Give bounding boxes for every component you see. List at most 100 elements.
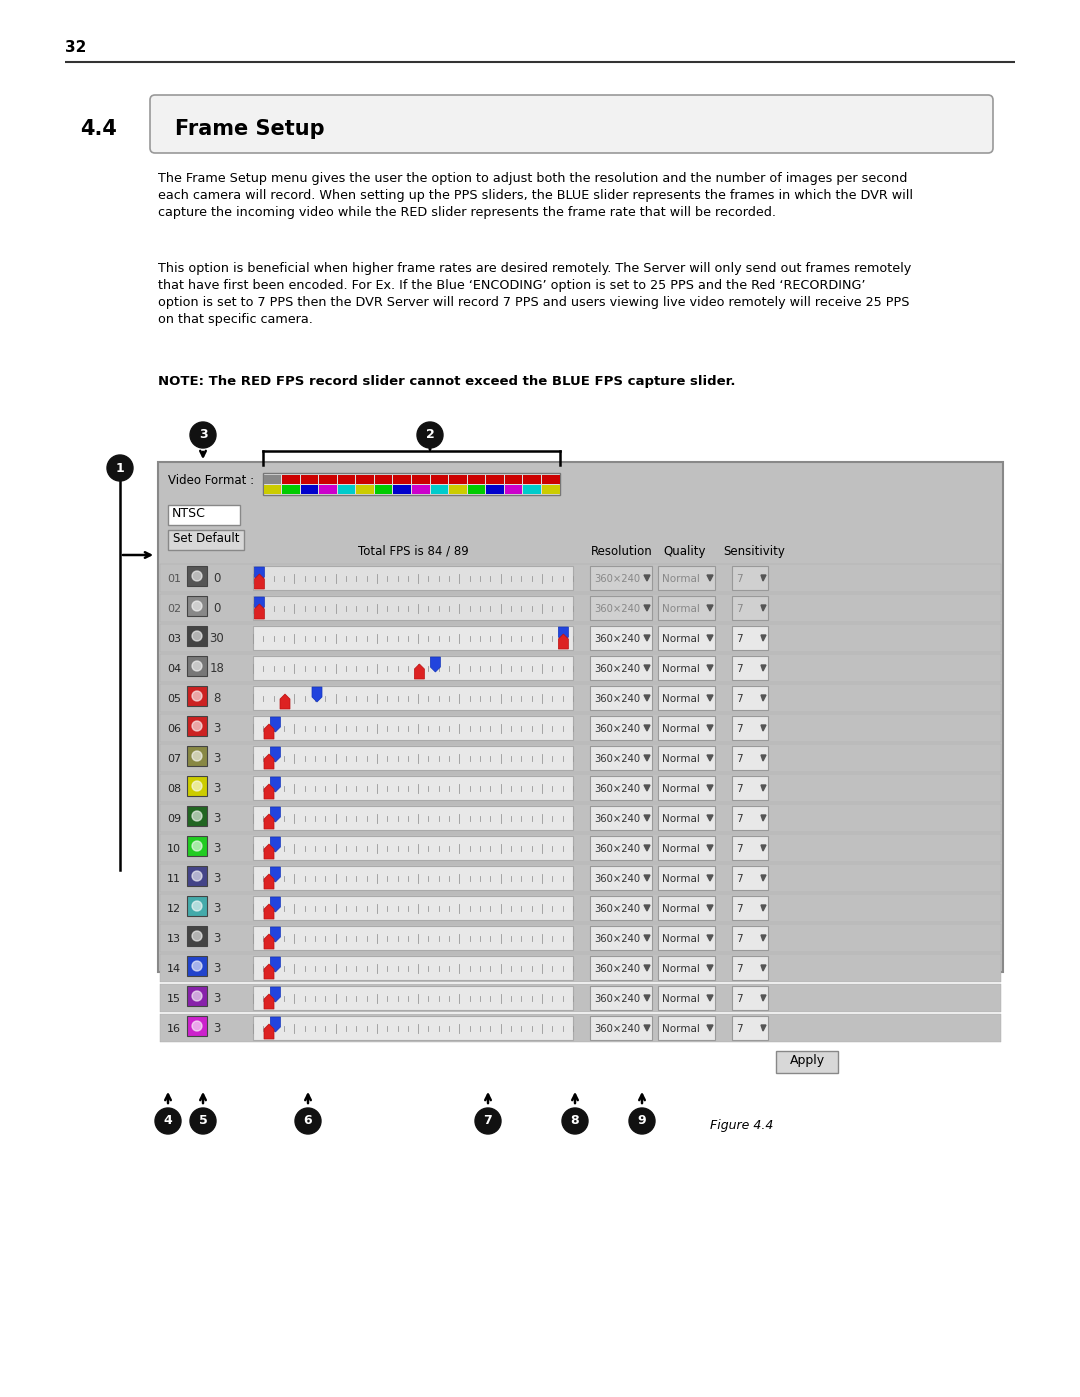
Text: Normal: Normal bbox=[662, 875, 700, 884]
FancyBboxPatch shape bbox=[590, 566, 652, 590]
Text: Sensitivity: Sensitivity bbox=[724, 545, 785, 557]
Text: 360×240: 360×240 bbox=[594, 904, 640, 914]
Text: 360×240: 360×240 bbox=[594, 664, 640, 673]
Circle shape bbox=[190, 1108, 216, 1134]
Text: 3: 3 bbox=[214, 813, 220, 826]
Polygon shape bbox=[264, 814, 274, 828]
Text: Normal: Normal bbox=[662, 904, 700, 914]
FancyBboxPatch shape bbox=[411, 485, 430, 495]
Polygon shape bbox=[761, 965, 766, 971]
FancyBboxPatch shape bbox=[542, 475, 559, 483]
Circle shape bbox=[562, 1108, 588, 1134]
FancyBboxPatch shape bbox=[187, 806, 207, 826]
FancyBboxPatch shape bbox=[253, 926, 573, 950]
Polygon shape bbox=[644, 1025, 650, 1031]
Polygon shape bbox=[255, 604, 265, 619]
FancyBboxPatch shape bbox=[264, 485, 281, 495]
Text: 360×240: 360×240 bbox=[594, 784, 640, 793]
Text: 02: 02 bbox=[167, 604, 181, 615]
Polygon shape bbox=[558, 634, 568, 650]
Polygon shape bbox=[264, 754, 274, 768]
FancyBboxPatch shape bbox=[732, 1016, 768, 1039]
Text: 360×240: 360×240 bbox=[594, 604, 640, 615]
Text: 7: 7 bbox=[735, 664, 743, 673]
Text: 7: 7 bbox=[735, 604, 743, 615]
Text: 7: 7 bbox=[735, 634, 743, 644]
FancyBboxPatch shape bbox=[160, 654, 1001, 682]
FancyBboxPatch shape bbox=[658, 775, 715, 800]
Circle shape bbox=[295, 1108, 321, 1134]
FancyBboxPatch shape bbox=[524, 485, 541, 495]
Text: 13: 13 bbox=[167, 935, 181, 944]
Polygon shape bbox=[644, 995, 650, 1002]
FancyBboxPatch shape bbox=[658, 1016, 715, 1039]
Polygon shape bbox=[270, 957, 281, 972]
Text: 4: 4 bbox=[164, 1115, 173, 1127]
Text: 7: 7 bbox=[735, 784, 743, 793]
FancyBboxPatch shape bbox=[732, 926, 768, 950]
Circle shape bbox=[107, 455, 133, 481]
Circle shape bbox=[156, 1108, 181, 1134]
Text: 1: 1 bbox=[116, 461, 124, 475]
Text: 7: 7 bbox=[735, 904, 743, 914]
Text: 7: 7 bbox=[735, 754, 743, 764]
Polygon shape bbox=[761, 785, 766, 791]
Polygon shape bbox=[270, 1017, 281, 1032]
FancyBboxPatch shape bbox=[356, 485, 374, 495]
Polygon shape bbox=[270, 928, 281, 942]
Polygon shape bbox=[644, 694, 650, 701]
Text: 360×240: 360×240 bbox=[594, 844, 640, 854]
FancyBboxPatch shape bbox=[524, 475, 541, 483]
FancyBboxPatch shape bbox=[504, 475, 523, 483]
FancyBboxPatch shape bbox=[253, 1016, 573, 1039]
Circle shape bbox=[192, 692, 202, 701]
Text: 7: 7 bbox=[735, 1024, 743, 1034]
Polygon shape bbox=[264, 784, 274, 799]
FancyBboxPatch shape bbox=[253, 597, 573, 620]
Polygon shape bbox=[707, 694, 713, 701]
Text: This option is beneficial when higher frame rates are desired remotely. The Serv: This option is beneficial when higher fr… bbox=[158, 263, 912, 326]
Text: Normal: Normal bbox=[662, 814, 700, 824]
Text: 32: 32 bbox=[65, 41, 86, 54]
Text: 7: 7 bbox=[735, 995, 743, 1004]
Circle shape bbox=[192, 721, 202, 731]
FancyBboxPatch shape bbox=[590, 866, 652, 890]
Text: Resolution: Resolution bbox=[591, 545, 653, 557]
Text: 360×240: 360×240 bbox=[594, 814, 640, 824]
Polygon shape bbox=[761, 845, 766, 851]
FancyBboxPatch shape bbox=[150, 95, 993, 154]
Polygon shape bbox=[761, 814, 766, 821]
Polygon shape bbox=[415, 664, 424, 679]
Text: 0: 0 bbox=[214, 573, 220, 585]
FancyBboxPatch shape bbox=[320, 485, 337, 495]
Polygon shape bbox=[707, 965, 713, 971]
FancyBboxPatch shape bbox=[590, 986, 652, 1010]
FancyBboxPatch shape bbox=[658, 986, 715, 1010]
Polygon shape bbox=[761, 1025, 766, 1031]
FancyBboxPatch shape bbox=[253, 717, 573, 740]
FancyBboxPatch shape bbox=[253, 775, 573, 800]
FancyBboxPatch shape bbox=[187, 835, 207, 856]
FancyBboxPatch shape bbox=[431, 475, 448, 483]
FancyBboxPatch shape bbox=[658, 686, 715, 710]
Circle shape bbox=[417, 422, 443, 448]
Circle shape bbox=[192, 812, 202, 821]
FancyBboxPatch shape bbox=[468, 475, 485, 483]
FancyBboxPatch shape bbox=[282, 485, 299, 495]
Text: 7: 7 bbox=[735, 935, 743, 944]
FancyBboxPatch shape bbox=[187, 775, 207, 796]
Text: 15: 15 bbox=[167, 995, 181, 1004]
Circle shape bbox=[475, 1108, 501, 1134]
Text: Apply: Apply bbox=[789, 1053, 824, 1067]
FancyBboxPatch shape bbox=[160, 714, 1001, 742]
FancyBboxPatch shape bbox=[253, 566, 573, 590]
Text: 360×240: 360×240 bbox=[594, 754, 640, 764]
FancyBboxPatch shape bbox=[187, 657, 207, 676]
FancyBboxPatch shape bbox=[590, 956, 652, 981]
FancyBboxPatch shape bbox=[732, 657, 768, 680]
Text: 14: 14 bbox=[167, 964, 181, 974]
FancyBboxPatch shape bbox=[732, 566, 768, 590]
Text: Normal: Normal bbox=[662, 694, 700, 704]
Polygon shape bbox=[264, 964, 274, 979]
Text: 3: 3 bbox=[214, 782, 220, 795]
